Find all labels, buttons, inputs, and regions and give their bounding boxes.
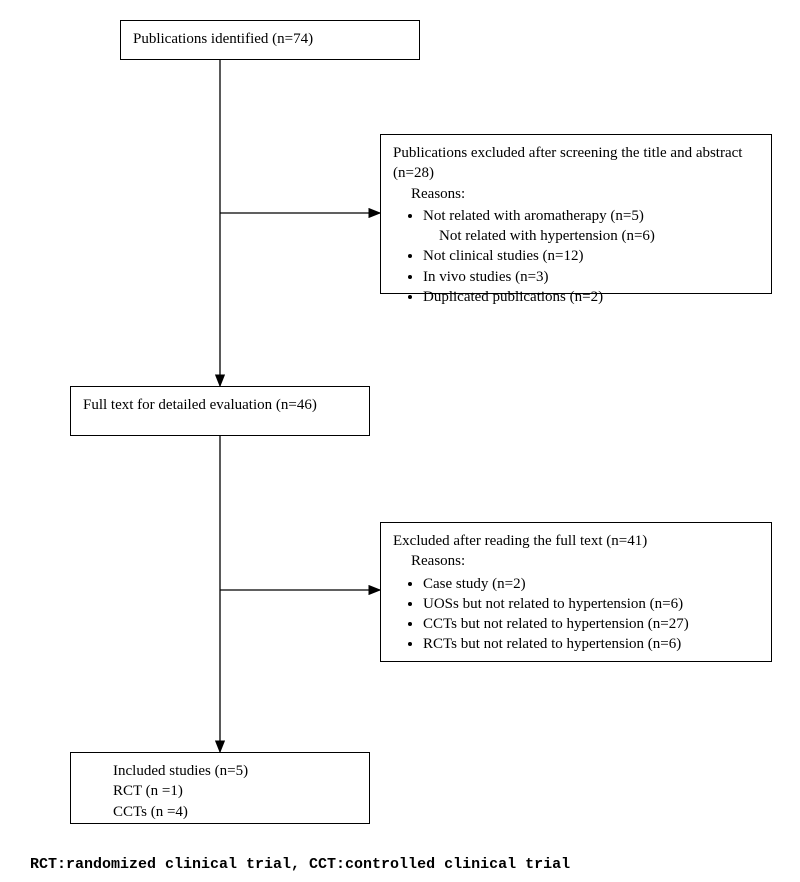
included-line: Included studies (n=5) xyxy=(113,761,357,781)
node-title: Excluded after reading the full text (n=… xyxy=(393,533,647,549)
reason-item: Not clinical studies (n=12) xyxy=(423,246,759,266)
reasons-list: Case study (n=2) UOSs but not related to… xyxy=(393,574,759,655)
included-line: RCT (n =1) xyxy=(113,781,357,801)
reason-item: Duplicated publications (n=2) xyxy=(423,287,759,307)
reasons-list: Not related with aromatherapy (n=5) xyxy=(393,206,759,226)
node-included-studies: Included studies (n=5) RCT (n =1) CCTs (… xyxy=(70,752,370,824)
node-excluded-screening: Publications excluded after screening th… xyxy=(380,134,772,294)
footer-abbreviations: RCT:randomized clinical trial, CCT:contr… xyxy=(30,856,570,873)
reasons-label: Reasons: xyxy=(411,551,759,571)
node-fulltext-evaluation: Full text for detailed evaluation (n=46) xyxy=(70,386,370,436)
reason-item: CCTs but not related to hypertension (n=… xyxy=(423,614,759,634)
included-line: CCTs (n =4) xyxy=(113,802,357,822)
reason-item: UOSs but not related to hypertension (n=… xyxy=(423,594,759,614)
reason-item: Case study (n=2) xyxy=(423,574,759,594)
reason-item-no-bullet: Not related with hypertension (n=6) xyxy=(439,226,759,246)
node-title: Publications excluded after screening th… xyxy=(393,145,742,181)
node-publications-identified: Publications identified (n=74) xyxy=(120,20,420,60)
flowchart-connectors xyxy=(0,0,800,882)
node-text: Publications identified (n=74) xyxy=(133,31,313,47)
reasons-list-cont: Not clinical studies (n=12) In vivo stud… xyxy=(393,246,759,307)
reason-item: Not related with aromatherapy (n=5) xyxy=(423,206,759,226)
reason-item: In vivo studies (n=3) xyxy=(423,267,759,287)
reason-item: RCTs but not related to hypertension (n=… xyxy=(423,634,759,654)
node-text: Full text for detailed evaluation (n=46) xyxy=(83,397,317,413)
node-excluded-fulltext: Excluded after reading the full text (n=… xyxy=(380,522,772,662)
reasons-label: Reasons: xyxy=(411,184,759,204)
